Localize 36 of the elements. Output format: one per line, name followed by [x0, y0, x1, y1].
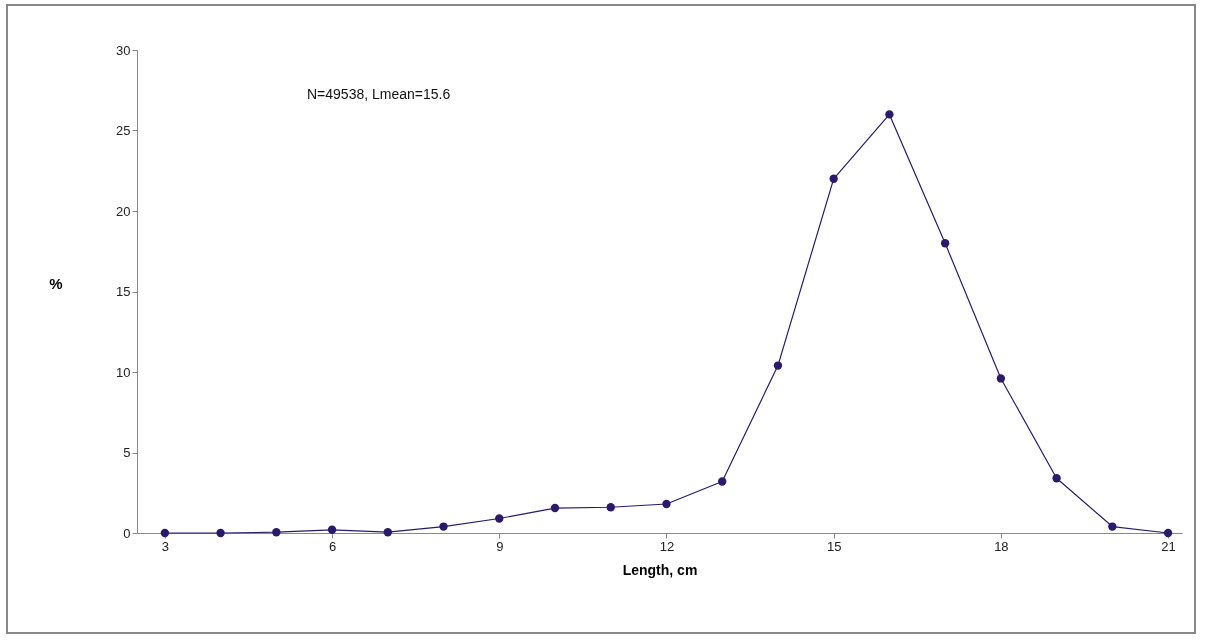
point — [885, 110, 894, 119]
x-tick-label: 21 — [1161, 538, 1176, 554]
point — [550, 503, 560, 513]
point — [439, 522, 448, 531]
point — [495, 514, 504, 523]
y-tick-label: 15 — [116, 284, 131, 299]
point — [383, 528, 392, 537]
x-tick-label: 15 — [826, 538, 842, 554]
y-tick-label: 25 — [116, 123, 131, 138]
x-tick-label: 6 — [328, 538, 337, 554]
point — [940, 239, 950, 248]
point — [662, 499, 671, 509]
point — [327, 525, 337, 534]
y-axis-title: % — [49, 275, 63, 292]
point — [996, 374, 1006, 383]
point — [1052, 474, 1061, 483]
y-tick-label: 20 — [116, 203, 131, 219]
point — [606, 503, 615, 512]
point — [160, 528, 170, 538]
y-tick-label: 10 — [116, 364, 131, 380]
y-tick-label: 5 — [123, 445, 131, 460]
point — [829, 174, 838, 183]
point — [1108, 522, 1117, 531]
x-tick-label: 18 — [994, 538, 1009, 554]
x-tick-label: 9 — [496, 538, 504, 554]
x-tick-label: 3 — [161, 538, 169, 554]
point — [718, 477, 727, 486]
x-tick-label: 12 — [659, 538, 675, 554]
y-tick-label: 0 — [123, 525, 131, 541]
point — [272, 528, 281, 537]
point — [773, 361, 783, 370]
x-axis-title: Length, cm — [622, 561, 698, 578]
point — [216, 528, 225, 538]
y-tick-label: 30 — [116, 42, 131, 58]
annotation: N=49538, Lmean=15.6 — [307, 86, 451, 102]
point — [1163, 528, 1173, 538]
